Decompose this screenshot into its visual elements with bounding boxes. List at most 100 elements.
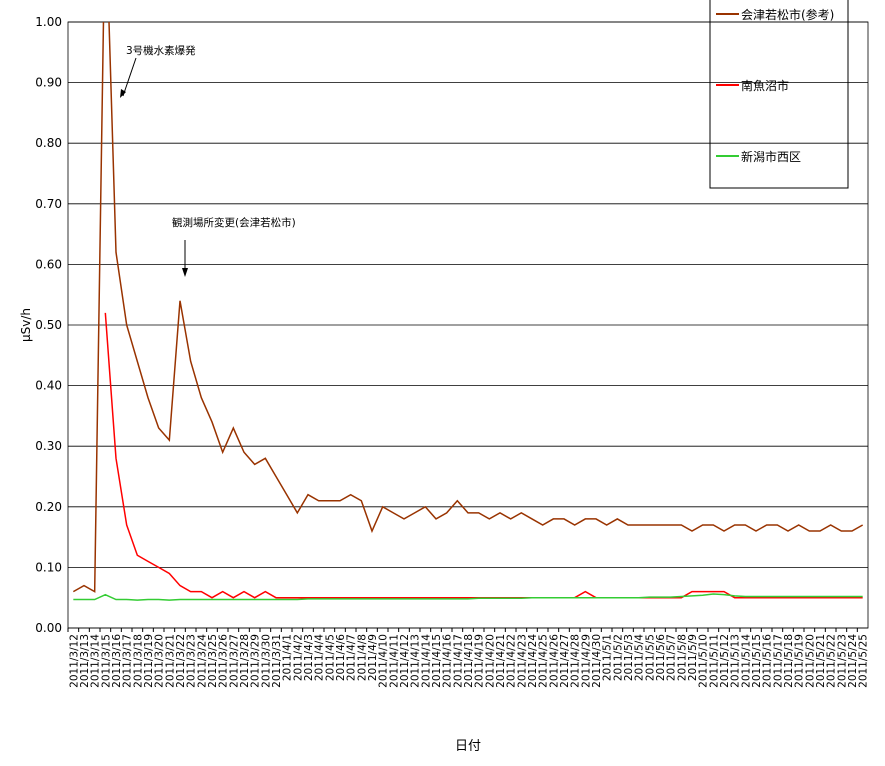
x-tick-label: 2011/5/22 <box>826 634 838 688</box>
x-tick-label: 2011/4/20 <box>484 634 496 688</box>
y-tick-label: 0.20 <box>35 500 62 514</box>
x-tick-label: 2011/3/12 <box>68 634 80 688</box>
x-tick-label: 2011/4/12 <box>399 634 411 688</box>
x-tick-label: 2011/3/19 <box>143 634 155 688</box>
y-tick-label: 0.30 <box>35 439 62 453</box>
x-tick-label: 2011/4/17 <box>452 634 464 688</box>
x-tick-label: 2011/4/28 <box>570 634 582 688</box>
x-tick-label: 2011/5/9 <box>687 634 699 681</box>
x-tick-label: 2011/3/17 <box>122 634 134 688</box>
x-tick-label: 2011/3/21 <box>164 634 176 688</box>
x-tick-label: 2011/5/20 <box>804 634 816 688</box>
x-tick-label: 2011/3/27 <box>228 634 240 688</box>
x-tick-label: 2011/4/8 <box>356 634 368 681</box>
x-tick-label: 2011/3/13 <box>79 634 91 688</box>
x-tick-label: 2011/4/2 <box>292 634 304 681</box>
x-tick-label: 2011/5/23 <box>836 634 848 688</box>
x-tick-label: 2011/3/23 <box>186 634 198 688</box>
x-tick-label: 2011/5/6 <box>655 634 667 681</box>
legend-label: 会津若松市(参考) <box>741 7 834 22</box>
x-tick-label: 2011/3/14 <box>90 634 102 688</box>
x-tick-label: 2011/5/19 <box>794 634 806 688</box>
arrow-head <box>182 268 188 277</box>
x-tick-label: 2011/4/3 <box>303 634 315 681</box>
arrow-head <box>120 89 126 98</box>
x-tick-label: 2011/4/25 <box>538 634 550 688</box>
x-tick-label: 2011/5/3 <box>623 634 635 681</box>
x-tick-label: 2011/4/30 <box>591 634 603 688</box>
x-tick-label: 2011/5/1 <box>602 634 614 681</box>
x-tick-label: 2011/5/4 <box>634 634 646 681</box>
x-tick-label: 2011/3/30 <box>260 634 272 688</box>
y-tick-label: 0.90 <box>35 76 62 90</box>
x-tick-label: 2011/4/6 <box>335 634 347 681</box>
x-tick-label: 2011/5/2 <box>612 634 624 681</box>
x-tick-label: 2011/4/27 <box>559 634 571 688</box>
y-tick-label: 0.40 <box>35 379 62 393</box>
x-tick-label: 2011/4/1 <box>282 634 294 681</box>
x-tick-label: 2011/3/18 <box>132 634 144 688</box>
series-line <box>72 22 864 593</box>
y-tick-label: 1.00 <box>35 15 62 29</box>
x-tick-label: 2011/3/28 <box>239 634 251 688</box>
x-tick-label: 2011/5/5 <box>644 634 656 681</box>
x-tick-label: 2011/5/12 <box>719 634 731 688</box>
x-tick-label: 2011/4/26 <box>548 634 560 688</box>
plot-area <box>67 21 869 629</box>
x-tick-label: 2011/3/31 <box>271 634 283 688</box>
legend-label: 新潟市西区 <box>741 149 801 164</box>
x-tick-label: 2011/4/11 <box>388 634 400 688</box>
x-tick-label: 2011/3/20 <box>154 634 166 688</box>
x-tick-label: 2011/3/24 <box>196 634 208 688</box>
x-tick-label: 2011/4/7 <box>346 634 358 681</box>
x-tick-label: 2011/5/13 <box>730 634 742 688</box>
series-line <box>73 593 863 601</box>
annotation: 観測場所変更(会津若松市) <box>172 216 296 229</box>
y-tick-label: 0.10 <box>35 560 62 574</box>
x-tick-label: 2011/4/14 <box>420 634 432 688</box>
x-tick-label: 2011/3/25 <box>207 634 219 688</box>
y-tick-label: 0.60 <box>35 257 62 271</box>
x-tick-label: 2011/4/19 <box>474 634 486 688</box>
x-tick-label: 2011/4/29 <box>580 634 592 688</box>
series-line <box>104 312 863 599</box>
x-tick-label: 2011/5/24 <box>847 634 859 688</box>
x-axis-label: 日付 <box>455 739 481 754</box>
x-tick-label: 2011/3/15 <box>100 634 112 688</box>
x-tick-label: 2011/4/18 <box>463 634 475 688</box>
x-tick-label: 2011/5/14 <box>740 634 752 688</box>
x-tick-label: 2011/4/9 <box>367 634 379 681</box>
y-tick-label: 0.70 <box>35 197 62 211</box>
x-tick-label: 2011/4/24 <box>527 634 539 688</box>
x-tick-label: 2011/5/17 <box>772 634 784 688</box>
x-tick-label: 2011/5/11 <box>708 634 720 688</box>
y-tick-label: 0.00 <box>35 621 62 635</box>
x-tick-label: 2011/4/23 <box>516 634 528 688</box>
x-tick-label: 2011/4/21 <box>495 634 507 688</box>
y-tick-label: 0.80 <box>35 136 62 150</box>
legend-label: 南魚沼市 <box>741 78 789 93</box>
x-tick-label: 2011/3/26 <box>218 634 230 688</box>
x-tick-label: 2011/3/29 <box>250 634 262 688</box>
x-tick-label: 2011/4/15 <box>431 634 443 688</box>
x-tick-label: 2011/4/13 <box>410 634 422 688</box>
x-tick-label: 2011/4/10 <box>378 634 390 688</box>
x-tick-label: 2011/3/16 <box>111 634 123 688</box>
x-tick-label: 2011/5/21 <box>815 634 827 688</box>
y-axis-label: μSv/h <box>19 308 33 342</box>
x-tick-label: 2011/5/25 <box>858 634 870 688</box>
x-tick-label: 2011/5/18 <box>783 634 795 688</box>
x-tick-label: 2011/5/16 <box>762 634 774 688</box>
x-tick-label: 2011/4/22 <box>506 634 518 688</box>
y-tick-label: 0.50 <box>35 318 62 332</box>
x-tick-label: 2011/4/4 <box>314 634 326 681</box>
annotation: 3号機水素爆発 <box>126 44 196 57</box>
x-tick-label: 2011/4/16 <box>442 634 454 688</box>
x-tick-label: 2011/5/8 <box>676 634 688 681</box>
x-tick-label: 2011/5/7 <box>666 634 678 681</box>
x-tick-label: 2011/3/22 <box>175 634 187 688</box>
x-tick-label: 2011/5/10 <box>698 634 710 688</box>
annotation-arrow <box>122 57 137 97</box>
